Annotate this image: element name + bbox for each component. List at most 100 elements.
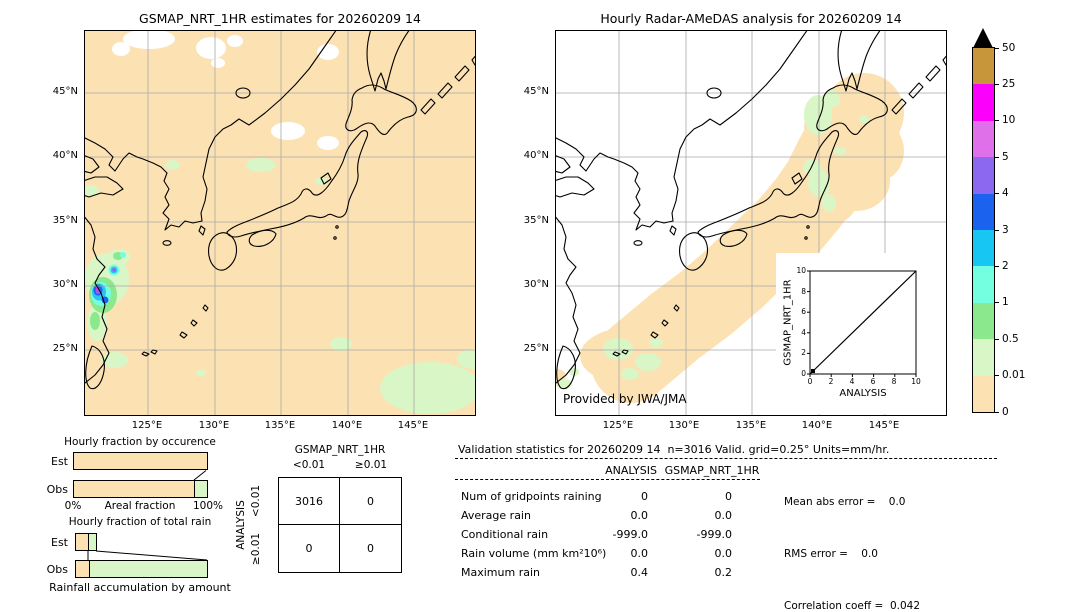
lon-tick: 135°E (735, 420, 767, 431)
colorbar-tick (995, 83, 999, 85)
totalrain-chart-title: Hourly fraction of total rain (68, 516, 212, 528)
right-map-plot (556, 31, 946, 415)
contingency-col1-label: <0.01 (292, 459, 326, 471)
contingency-row2-label: ≥0.01 (250, 532, 262, 566)
colorbar-tick (995, 193, 999, 195)
colorbar-tick (995, 302, 999, 304)
colorbar-label: 0 (1002, 405, 1009, 418)
colorbar-segment (973, 120, 994, 158)
score-list: Mean abs error = 0.0 RMS error = 0.0 Cor… (784, 460, 977, 612)
validation-row-label: Num of gridpoints raining (461, 490, 602, 503)
colorbar-label: 5 (1002, 150, 1009, 163)
inset-xtick: 6 (870, 377, 876, 386)
colorbar-label: 10 (1002, 114, 1016, 127)
inset-xtick: 0 (807, 377, 813, 386)
contingency-table: 3016 0 0 0 (278, 477, 402, 573)
credit-text: Provided by JWA/JMA (563, 392, 687, 406)
validation-row-label: Average rain (461, 509, 531, 522)
left-map-plot (85, 31, 475, 415)
lon-tick: 145°E (397, 420, 429, 431)
occurrence-est-label: Est (51, 455, 68, 468)
totalrain-connector (87, 550, 208, 561)
colorbar-segment (973, 302, 994, 340)
colorbar-label: 1 (1002, 296, 1009, 309)
contingency-row-axis-label: ANALYSIS (235, 500, 247, 550)
colorbar-segment (973, 157, 994, 194)
colorbar-label: 25 (1002, 77, 1016, 90)
contingency-cell-21: 0 (279, 525, 340, 572)
totalrain-obs-drizzle-segment (76, 561, 89, 577)
lat-tick: 40°N (523, 150, 549, 161)
totalrain-est-rain-segment (88, 534, 96, 550)
contingency-cell-12: 0 (340, 478, 401, 525)
lon-tick: 125°E (131, 420, 163, 431)
validation-gsmap-value: 0 (725, 490, 732, 503)
lat-tick: 45°N (52, 86, 78, 97)
colorbar-label: 50 (1002, 41, 1016, 54)
right-map: 0 2 4 6 8 10 0 2 4 6 8 10 ANALYSIS GSMAP… (555, 30, 947, 416)
validation-col1-header: ANALYSIS (605, 464, 657, 477)
lat-tick: 30°N (52, 279, 78, 290)
inset-ytick: 8 (801, 286, 806, 296)
colorbar-tick (995, 120, 999, 122)
inset-xtick: 10 (911, 377, 921, 386)
validation-analysis-value: 0.0 (630, 547, 649, 560)
colorbar-tick (995, 375, 999, 377)
occurrence-x0-label: 0% (64, 500, 82, 512)
lon-tick: 135°E (264, 420, 296, 431)
score-line: RMS error = 0.0 (784, 548, 878, 561)
lon-tick: 145°E (868, 420, 900, 431)
inset-ylabel: GSMAP_NRT_1HR (782, 279, 794, 366)
validation-analysis-value: 0.0 (630, 509, 649, 522)
occurrence-chart-title: Hourly fraction by occurence (64, 436, 216, 448)
colorbar-segment (973, 84, 994, 121)
score-line: Correlation coeff = 0.042 (784, 599, 920, 612)
lat-tick: 25°N (523, 343, 549, 354)
colorbar-segment (973, 266, 994, 303)
divider-line (455, 479, 760, 480)
colorbar-over-arrow (973, 28, 993, 48)
validation-row-label: Conditional rain (461, 528, 549, 541)
validation-analysis-value: 0.4 (630, 566, 649, 579)
inset-ytick: 10 (796, 266, 806, 275)
colorbar-segment (973, 229, 994, 267)
contingency-cell-11: 3016 (279, 478, 340, 525)
right-map-title: Hourly Radar-AMeDAS analysis for 2026020… (600, 11, 902, 26)
scatter-point (811, 369, 815, 373)
occurrence-x100-label: 100% (192, 500, 224, 512)
left-map (84, 30, 476, 416)
occurrence-obs-label: Obs (46, 483, 68, 496)
totalrain-footer: Rainfall accumulation by amount (49, 581, 231, 594)
totalrain-obs-bar (75, 560, 208, 578)
lon-tick: 140°E (801, 420, 833, 431)
inset-xtick: 2 (828, 377, 834, 386)
colorbar-segment (973, 193, 994, 230)
inset-xtick: 8 (891, 377, 897, 386)
totalrain-est-bar (75, 533, 97, 551)
score-line: Mean abs error = 0.0 (784, 496, 906, 509)
contingency-header: GSMAP_NRT_1HR (294, 444, 386, 456)
occurrence-obs-drizzle-segment (74, 481, 195, 497)
inset-scatter-plot (807, 270, 917, 377)
colorbar-label: 2 (1002, 259, 1009, 272)
occurrence-est-drizzle-segment (74, 453, 207, 469)
divider-line (455, 458, 997, 459)
left-map-title: GSMAP_NRT_1HR estimates for 20260209 14 (139, 11, 421, 26)
colorbar-label: 3 (1002, 223, 1009, 236)
validation-title: Validation statistics for 20260209 14 n=… (458, 443, 890, 456)
colorbar-tick (995, 156, 999, 158)
lat-tick: 45°N (523, 86, 549, 97)
lat-tick: 30°N (523, 279, 549, 290)
totalrain-est-label: Est (51, 536, 68, 549)
contingency-cell-22: 0 (367, 542, 374, 555)
occurrence-xaxis-label: Areal fraction (104, 500, 176, 512)
validation-analysis-value: 0 (641, 490, 648, 503)
totalrain-obs-rain-segment (88, 561, 207, 577)
no-data-patches (112, 31, 339, 150)
validation-gsmap-value: 0.2 (714, 566, 733, 579)
validation-gsmap-value: -999.0 (696, 528, 732, 541)
validation-col2-header: GSMAP_NRT_1HR (664, 464, 760, 477)
inset-ytick: 6 (801, 307, 806, 317)
occurrence-obs-bar (73, 480, 208, 498)
